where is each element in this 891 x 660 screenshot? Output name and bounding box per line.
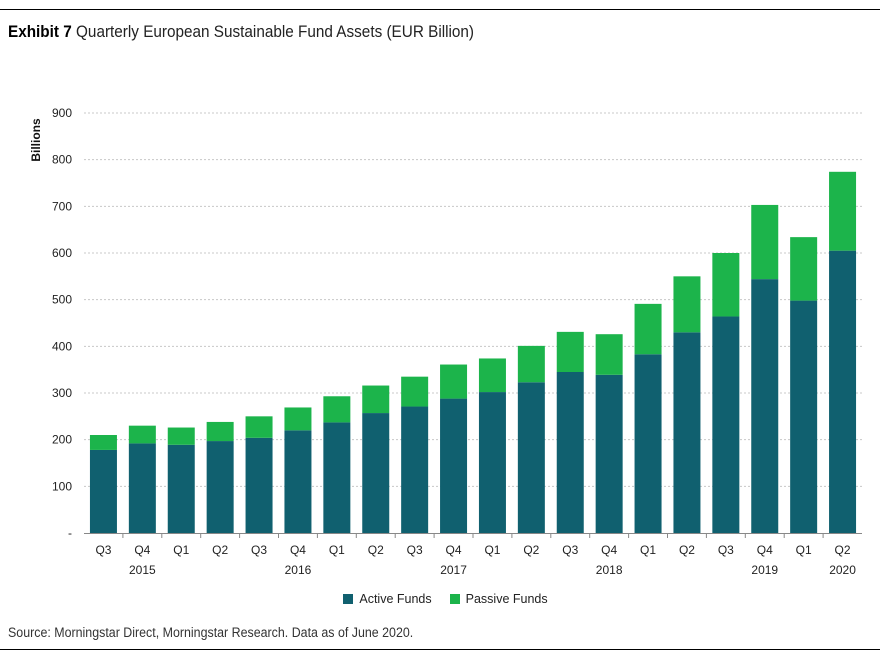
bottom-rule [0, 649, 880, 650]
bar-passive [401, 376, 429, 407]
x-tick-label: Q4 [446, 543, 462, 557]
x-tick-label: Q1 [173, 543, 189, 557]
bar-passive [284, 407, 312, 431]
bar-passive [440, 364, 468, 399]
bar-passive [245, 416, 273, 438]
bar-passive [829, 171, 857, 251]
bar-active [401, 406, 429, 533]
x-year-label: 2016 [285, 563, 312, 577]
bar-passive [362, 385, 390, 414]
bar-passive [790, 237, 818, 301]
y-tick-label: 800 [52, 153, 72, 167]
title-text: Quarterly European Sustainable Fund Asse… [76, 22, 475, 41]
x-tick-label: Q4 [601, 543, 617, 557]
x-tick-label: Q1 [484, 543, 500, 557]
legend-item-passive: Passive Funds [449, 592, 548, 606]
bar-active [517, 382, 545, 533]
bar-active [595, 374, 623, 533]
bar-active [712, 316, 740, 533]
x-tick-label: Q3 [718, 543, 734, 557]
bar-passive [634, 303, 662, 355]
bar-passive [206, 421, 234, 442]
bar-passive [128, 425, 156, 444]
bar-active [829, 250, 857, 533]
x-tick-label: Q3 [562, 543, 578, 557]
y-tick-label: 200 [52, 433, 72, 447]
x-year-label: 2020 [829, 563, 856, 577]
y-tick-label: 600 [52, 246, 72, 260]
x-year-label: 2017 [440, 563, 467, 577]
bar-active [206, 441, 234, 533]
chart-title: Exhibit 7 Quarterly European Sustainable… [8, 20, 474, 44]
bar-passive [673, 276, 701, 333]
bar-active [128, 443, 156, 533]
bar-passive [517, 345, 545, 383]
bar-passive [595, 334, 623, 375]
bar-passive [556, 331, 584, 372]
bar-active [323, 422, 351, 533]
bar-active [284, 430, 312, 533]
x-tick-label: Q2 [679, 543, 695, 557]
x-tick-label: Q1 [640, 543, 656, 557]
y-tick-label: 500 [52, 293, 72, 307]
bar-active [478, 392, 506, 533]
x-tick-label: Q4 [290, 543, 306, 557]
bar-passive [167, 427, 195, 445]
bar-active [440, 398, 468, 533]
bar-passive [712, 253, 740, 317]
y-tick-label: 300 [52, 386, 72, 400]
x-tick-label: Q1 [329, 543, 345, 557]
chart-area: - 100 200 300 400 500 600 700 800 900 Billions Q3 Q4… [29, 106, 862, 577]
source-note: Source: Morningstar Direct, Morningstar … [8, 625, 414, 640]
bar-active [89, 449, 117, 533]
legend-label-passive: Passive Funds [465, 592, 548, 606]
legend-label-active: Active Funds [359, 592, 432, 606]
bar-active [634, 354, 662, 533]
legend: Active Funds Passive Funds [0, 592, 891, 606]
bar-active [245, 437, 273, 533]
x-tick-label: Q2 [835, 543, 851, 557]
y-tick-label: 400 [52, 339, 72, 353]
bar-active [751, 279, 779, 533]
y-tick-label: 900 [52, 106, 72, 120]
y-axis-label: Billions [29, 118, 43, 162]
x-tick-label: Q1 [796, 543, 812, 557]
x-tick-label: Q2 [368, 543, 384, 557]
legend-swatch-active [343, 594, 354, 604]
legend-item-active: Active Funds [343, 592, 432, 606]
bar-active [673, 332, 701, 533]
legend-swatch-passive [449, 594, 460, 604]
top-rule [0, 9, 880, 10]
bar-active [362, 413, 390, 533]
bar-passive [89, 435, 117, 450]
bar-passive [323, 396, 351, 423]
y-tick-label: - [68, 526, 72, 540]
x-tick-label: Q3 [407, 543, 423, 557]
bar-passive [478, 358, 506, 393]
bar-active [556, 372, 584, 533]
x-tick-label: Q2 [523, 543, 539, 557]
x-year-label: 2018 [596, 563, 623, 577]
x-tick-label: Q3 [95, 543, 111, 557]
bar-active [167, 444, 195, 533]
x-year-label: 2019 [751, 563, 778, 577]
bar-passive [751, 204, 779, 280]
exhibit-label: Exhibit 7 [8, 22, 72, 41]
x-tick-label: Q3 [251, 543, 267, 557]
y-tick-label: 700 [52, 199, 72, 213]
x-tick-label: Q2 [212, 543, 228, 557]
x-tick-label: Q4 [134, 543, 150, 557]
y-tick-label: 100 [52, 479, 72, 493]
x-tick-label: Q4 [757, 543, 773, 557]
x-year-label: 2015 [129, 563, 156, 577]
bar-active [790, 300, 818, 533]
